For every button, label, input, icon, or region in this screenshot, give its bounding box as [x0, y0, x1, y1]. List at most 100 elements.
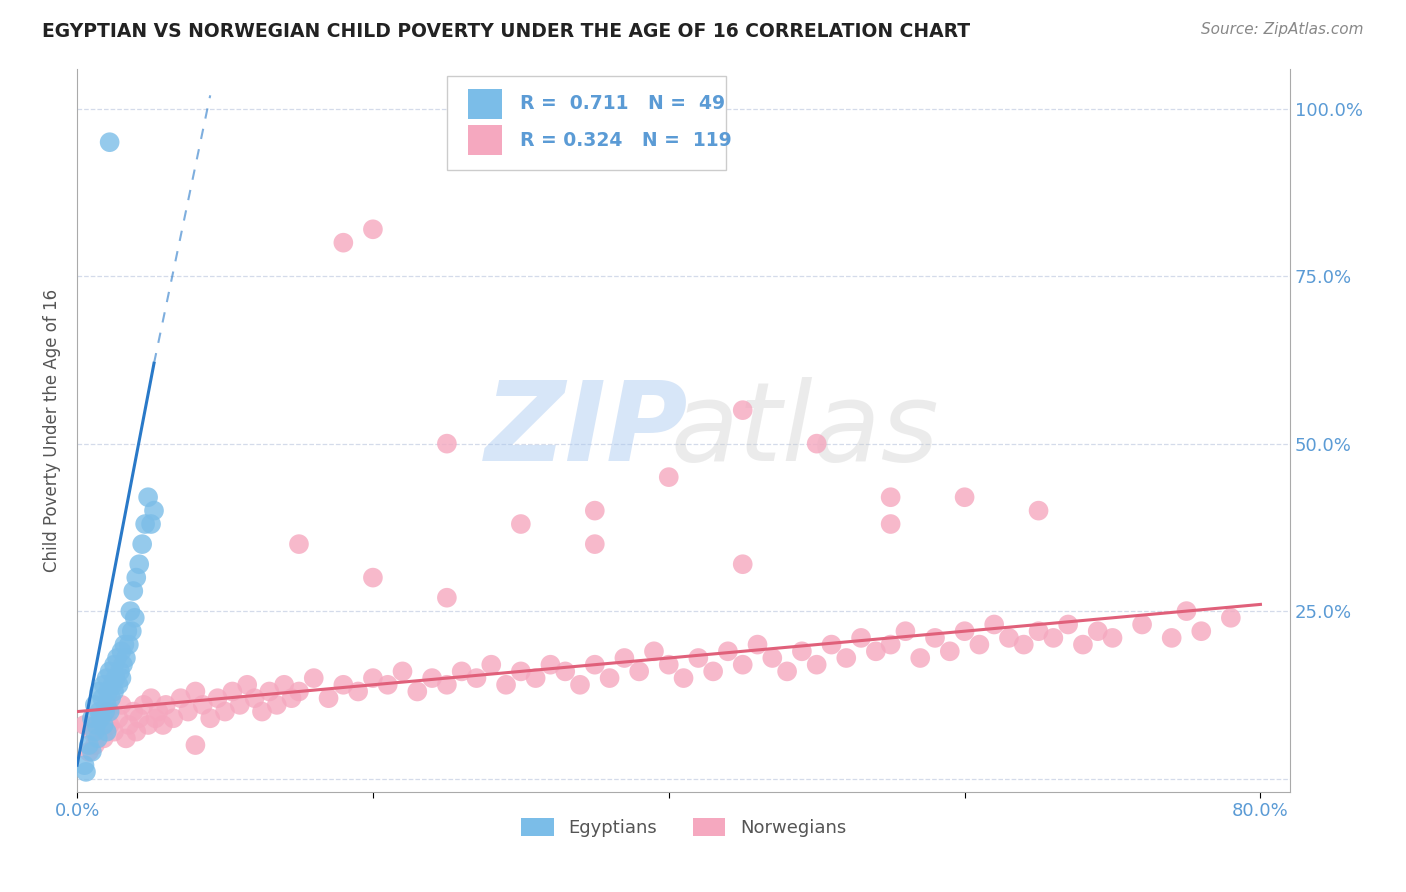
- Point: [1160, 631, 1182, 645]
- Point: [524, 671, 547, 685]
- Point: [835, 651, 858, 665]
- Point: [83, 738, 105, 752]
- Point: [1087, 624, 1109, 639]
- Point: [939, 644, 962, 658]
- Point: [236, 678, 259, 692]
- Point: [280, 691, 302, 706]
- Point: [110, 671, 132, 685]
- Point: [509, 516, 531, 531]
- FancyBboxPatch shape: [447, 76, 725, 169]
- Point: [94, 705, 117, 719]
- Point: [302, 671, 325, 685]
- Point: [115, 651, 138, 665]
- Point: [125, 724, 148, 739]
- Point: [98, 718, 121, 732]
- Point: [731, 657, 754, 672]
- Point: [120, 604, 142, 618]
- Point: [131, 537, 153, 551]
- Point: [1189, 624, 1212, 639]
- Point: [731, 558, 754, 572]
- Point: [103, 724, 125, 739]
- Point: [118, 718, 141, 732]
- Point: [879, 638, 901, 652]
- Point: [98, 705, 121, 719]
- Point: [361, 571, 384, 585]
- Point: [107, 711, 129, 725]
- Point: [1057, 617, 1080, 632]
- Point: [80, 724, 103, 739]
- Point: [1175, 604, 1198, 618]
- Point: [177, 705, 200, 719]
- Point: [347, 684, 370, 698]
- Point: [73, 718, 96, 732]
- Point: [243, 691, 266, 706]
- Text: atlas: atlas: [671, 376, 939, 483]
- Text: ZIP: ZIP: [485, 376, 689, 483]
- Point: [100, 691, 122, 706]
- Point: [214, 705, 236, 719]
- Point: [420, 671, 443, 685]
- Point: [1028, 503, 1050, 517]
- Point: [450, 665, 472, 679]
- Point: [148, 705, 170, 719]
- Point: [879, 516, 901, 531]
- Text: Source: ZipAtlas.com: Source: ZipAtlas.com: [1201, 22, 1364, 37]
- Point: [118, 638, 141, 652]
- Point: [865, 644, 887, 658]
- Point: [599, 671, 621, 685]
- Point: [761, 651, 783, 665]
- Point: [86, 718, 108, 732]
- Point: [221, 684, 243, 698]
- Text: EGYPTIAN VS NORWEGIAN CHILD POVERTY UNDER THE AGE OF 16 CORRELATION CHART: EGYPTIAN VS NORWEGIAN CHILD POVERTY UNDE…: [42, 22, 970, 41]
- Point: [908, 651, 931, 665]
- Point: [77, 738, 100, 752]
- Point: [509, 665, 531, 679]
- Point: [953, 490, 976, 504]
- Point: [96, 724, 118, 739]
- Point: [108, 665, 131, 679]
- Point: [117, 624, 139, 639]
- Text: R = 0.324   N =  119: R = 0.324 N = 119: [520, 130, 731, 150]
- Point: [89, 705, 111, 719]
- Point: [115, 731, 138, 746]
- Point: [924, 631, 946, 645]
- Point: [583, 503, 606, 517]
- Point: [436, 591, 458, 605]
- Point: [1219, 611, 1241, 625]
- Y-axis label: Child Poverty Under the Age of 16: Child Poverty Under the Age of 16: [44, 289, 60, 572]
- Point: [83, 724, 105, 739]
- Point: [87, 731, 110, 746]
- Point: [136, 490, 159, 504]
- Point: [98, 135, 121, 149]
- Point: [879, 490, 901, 504]
- Point: [806, 436, 828, 450]
- Point: [112, 638, 135, 652]
- Point: [495, 678, 517, 692]
- Point: [107, 678, 129, 692]
- Point: [125, 571, 148, 585]
- Point: [569, 678, 592, 692]
- Point: [583, 657, 606, 672]
- Point: [465, 671, 488, 685]
- Point: [776, 665, 799, 679]
- Point: [820, 638, 842, 652]
- Point: [152, 718, 174, 732]
- Point: [717, 644, 740, 658]
- Point: [122, 584, 145, 599]
- Point: [207, 691, 229, 706]
- Point: [849, 631, 872, 645]
- Point: [688, 651, 710, 665]
- Point: [132, 698, 155, 712]
- Point: [96, 671, 118, 685]
- Point: [273, 678, 295, 692]
- Point: [250, 705, 273, 719]
- Point: [332, 678, 354, 692]
- Point: [953, 624, 976, 639]
- Point: [143, 503, 166, 517]
- Text: R =  0.711   N =  49: R = 0.711 N = 49: [520, 95, 725, 113]
- Point: [288, 537, 311, 551]
- Point: [80, 711, 103, 725]
- Point: [155, 698, 177, 712]
- Point: [554, 665, 576, 679]
- Point: [77, 745, 100, 759]
